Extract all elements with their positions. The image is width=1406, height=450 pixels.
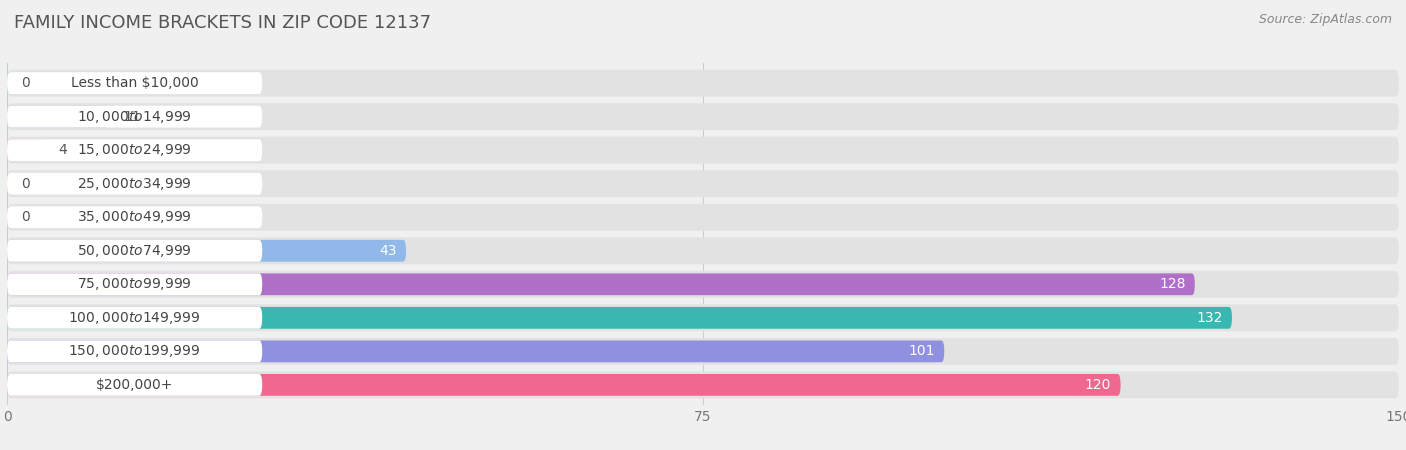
Text: $150,000 to $199,999: $150,000 to $199,999 bbox=[69, 343, 201, 360]
Text: 11: 11 bbox=[124, 110, 141, 124]
Text: 0: 0 bbox=[21, 177, 30, 191]
Text: $25,000 to $34,999: $25,000 to $34,999 bbox=[77, 176, 193, 192]
FancyBboxPatch shape bbox=[7, 106, 110, 127]
Text: $75,000 to $99,999: $75,000 to $99,999 bbox=[77, 276, 193, 292]
Text: 132: 132 bbox=[1197, 311, 1223, 325]
FancyBboxPatch shape bbox=[7, 173, 262, 194]
FancyBboxPatch shape bbox=[7, 341, 262, 362]
Text: $10,000 to $14,999: $10,000 to $14,999 bbox=[77, 108, 193, 125]
FancyBboxPatch shape bbox=[7, 271, 1399, 298]
FancyBboxPatch shape bbox=[7, 371, 1399, 398]
Text: 4: 4 bbox=[58, 143, 67, 157]
FancyBboxPatch shape bbox=[7, 374, 1121, 396]
Text: 0: 0 bbox=[21, 210, 30, 224]
FancyBboxPatch shape bbox=[7, 207, 262, 228]
Text: FAMILY INCOME BRACKETS IN ZIP CODE 12137: FAMILY INCOME BRACKETS IN ZIP CODE 12137 bbox=[14, 14, 432, 32]
Text: 0: 0 bbox=[21, 76, 30, 90]
FancyBboxPatch shape bbox=[7, 341, 945, 362]
FancyBboxPatch shape bbox=[7, 106, 262, 127]
FancyBboxPatch shape bbox=[7, 274, 262, 295]
Text: $50,000 to $74,999: $50,000 to $74,999 bbox=[77, 243, 193, 259]
FancyBboxPatch shape bbox=[7, 240, 406, 261]
FancyBboxPatch shape bbox=[7, 338, 1399, 365]
Text: 128: 128 bbox=[1159, 277, 1185, 291]
FancyBboxPatch shape bbox=[7, 307, 262, 328]
FancyBboxPatch shape bbox=[7, 140, 262, 161]
FancyBboxPatch shape bbox=[7, 140, 44, 161]
FancyBboxPatch shape bbox=[7, 137, 1399, 164]
FancyBboxPatch shape bbox=[7, 72, 13, 94]
FancyBboxPatch shape bbox=[7, 72, 262, 94]
FancyBboxPatch shape bbox=[7, 204, 1399, 231]
Text: Source: ZipAtlas.com: Source: ZipAtlas.com bbox=[1258, 14, 1392, 27]
Text: 43: 43 bbox=[380, 244, 396, 258]
Text: 101: 101 bbox=[908, 344, 935, 358]
Text: $15,000 to $24,999: $15,000 to $24,999 bbox=[77, 142, 193, 158]
FancyBboxPatch shape bbox=[7, 173, 13, 194]
FancyBboxPatch shape bbox=[7, 170, 1399, 197]
Text: $100,000 to $149,999: $100,000 to $149,999 bbox=[69, 310, 201, 326]
FancyBboxPatch shape bbox=[7, 304, 1399, 331]
Text: $200,000+: $200,000+ bbox=[96, 378, 173, 392]
FancyBboxPatch shape bbox=[7, 274, 1195, 295]
FancyBboxPatch shape bbox=[7, 70, 1399, 97]
FancyBboxPatch shape bbox=[7, 237, 1399, 264]
Text: 120: 120 bbox=[1085, 378, 1111, 392]
Text: $35,000 to $49,999: $35,000 to $49,999 bbox=[77, 209, 193, 225]
FancyBboxPatch shape bbox=[7, 307, 1232, 328]
FancyBboxPatch shape bbox=[7, 240, 262, 261]
FancyBboxPatch shape bbox=[7, 103, 1399, 130]
FancyBboxPatch shape bbox=[7, 374, 262, 396]
FancyBboxPatch shape bbox=[7, 207, 13, 228]
Text: Less than $10,000: Less than $10,000 bbox=[70, 76, 198, 90]
